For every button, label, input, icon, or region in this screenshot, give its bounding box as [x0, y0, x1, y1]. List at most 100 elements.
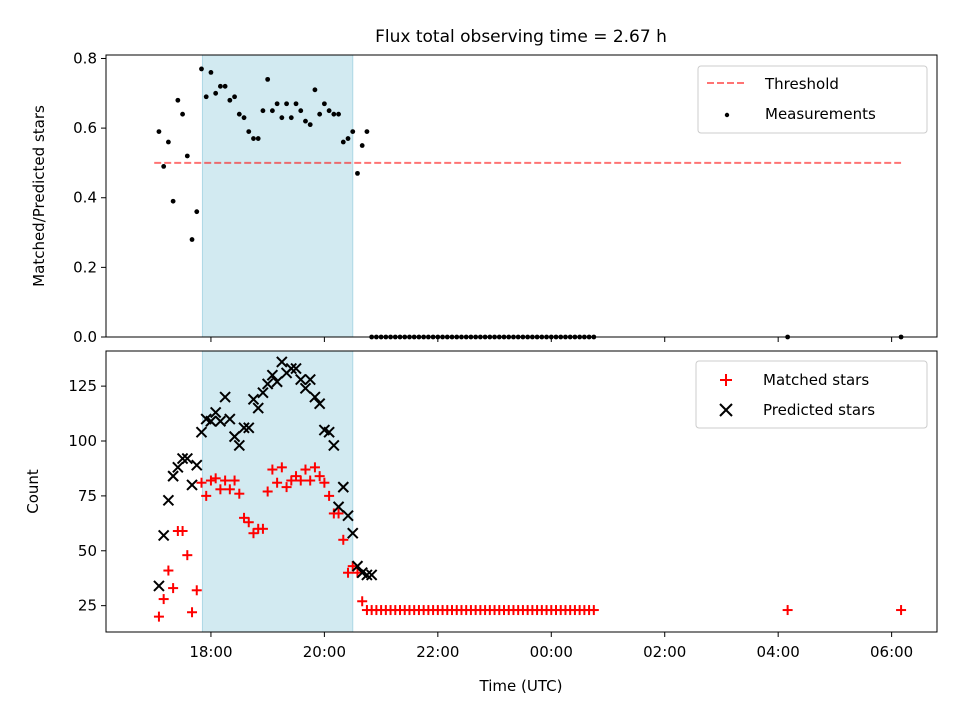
predicted-star-point — [195, 426, 208, 438]
matched-star-points — [153, 462, 907, 622]
matched-star-point — [343, 567, 354, 578]
predicted-star-point — [261, 378, 274, 390]
legend-measurements-swatch — [724, 112, 730, 118]
x-tick-label: 02:00 — [643, 643, 686, 661]
measurement-point — [194, 209, 200, 215]
bottom-legend: Matched stars Predicted stars — [695, 360, 928, 429]
predicted-star-point — [351, 560, 364, 572]
predicted-star-point — [313, 397, 326, 410]
measurement-point — [265, 76, 271, 82]
predicted-star-point — [172, 461, 184, 474]
legend-matched-swatch — [720, 374, 732, 386]
predicted-star-point — [342, 509, 354, 522]
measurement-point — [331, 111, 337, 117]
measurement-point — [284, 101, 289, 107]
matched-star-point — [243, 517, 254, 528]
matched-star-point — [220, 475, 231, 486]
predicted-star-point — [224, 413, 236, 425]
chart-title: Flux total observing time = 2.67 h — [375, 27, 667, 47]
matched-star-point — [305, 475, 316, 486]
matched-star-point — [267, 464, 278, 475]
matched-star-point — [319, 477, 330, 488]
top-x-ticks — [210, 337, 893, 342]
matched-star-point — [588, 605, 599, 616]
top-y-tick-label: 0.0 — [73, 328, 97, 346]
measurement-point — [222, 83, 228, 89]
matched-star-point — [291, 471, 302, 482]
measurement-points — [156, 66, 904, 340]
top-legend: Threshold Measurements — [697, 65, 928, 134]
measurement-point — [175, 97, 181, 103]
measurement-point — [255, 136, 261, 141]
predicted-star-points — [153, 356, 378, 592]
bottom-axes-frame — [105, 350, 938, 633]
predicted-star-point — [337, 481, 350, 493]
measurement-point — [170, 198, 176, 204]
measurement-point — [208, 70, 214, 75]
measurement-point — [260, 108, 266, 114]
predicted-star-point — [252, 402, 264, 414]
matched-star-point — [239, 512, 250, 523]
predicted-star-point — [276, 356, 288, 368]
x-tick-label: 20:00 — [303, 643, 346, 661]
measurement-point — [350, 129, 356, 134]
measurement-point — [355, 170, 360, 176]
top-y-tick-label: 0.6 — [73, 119, 97, 137]
measurement-point — [232, 94, 237, 100]
measurement-point — [241, 115, 247, 121]
bottom-y-tick-label: 50 — [78, 542, 97, 560]
x-tick-label: 00:00 — [530, 643, 573, 661]
measurement-point — [269, 108, 275, 114]
measurement-point — [156, 129, 162, 134]
bottom-x-ticks: 18:00 20:00 22:00 00:00 02:00 04:00 06:00 — [189, 632, 913, 661]
predicted-star-point — [157, 529, 170, 542]
predicted-star-point — [247, 393, 260, 406]
matched-star-point — [168, 583, 179, 594]
predicted-star-point — [257, 387, 269, 399]
predicted-star-point — [238, 422, 250, 434]
measurement-point — [326, 108, 332, 114]
matched-star-point — [300, 464, 311, 475]
predicted-star-point — [243, 422, 255, 434]
measurement-point — [213, 90, 219, 96]
matched-star-point — [177, 526, 188, 537]
predicted-star-point — [191, 459, 203, 471]
predicted-star-point — [347, 527, 359, 539]
measurement-point — [251, 136, 256, 141]
bottom-y-tick-label: 25 — [78, 597, 97, 615]
matched-star-point — [286, 475, 297, 486]
measurement-point — [203, 94, 209, 100]
measurement-point — [279, 115, 285, 121]
predicted-star-point — [219, 391, 231, 403]
matched-star-point — [324, 490, 335, 501]
measurement-point — [359, 143, 365, 148]
legend-measurements-label: Measurements — [765, 105, 876, 123]
measurement-point — [217, 83, 223, 89]
measurement-point — [340, 139, 346, 145]
bottom-y-tick-label: 125 — [68, 377, 97, 395]
matched-star-point — [314, 471, 325, 482]
measurement-point — [274, 101, 280, 107]
bottom-y-axis-label: Count — [24, 469, 42, 514]
top-legend-box — [697, 65, 928, 134]
predicted-star-point — [361, 569, 373, 581]
matched-star-point — [357, 596, 368, 607]
matched-star-point — [272, 477, 283, 488]
measurement-point — [345, 136, 351, 141]
matched-star-point — [182, 550, 193, 561]
matched-star-point — [333, 508, 344, 519]
predicted-star-point — [153, 580, 165, 592]
top-y-tick-label: 0.4 — [73, 189, 97, 207]
measurement-point — [161, 164, 167, 169]
predicted-star-point — [176, 452, 189, 465]
matched-star-point — [201, 490, 212, 501]
predicted-star-point — [295, 373, 307, 386]
matched-star-point — [262, 486, 273, 497]
bottom-highlight-span — [201, 350, 354, 633]
matched-star-point — [782, 605, 793, 616]
bottom-y-tick-label: 100 — [68, 432, 97, 450]
measurement-point — [336, 111, 341, 117]
legend-matched-label: Matched stars — [763, 371, 869, 389]
measurement-point — [199, 66, 204, 72]
matched-star-point — [163, 565, 174, 576]
